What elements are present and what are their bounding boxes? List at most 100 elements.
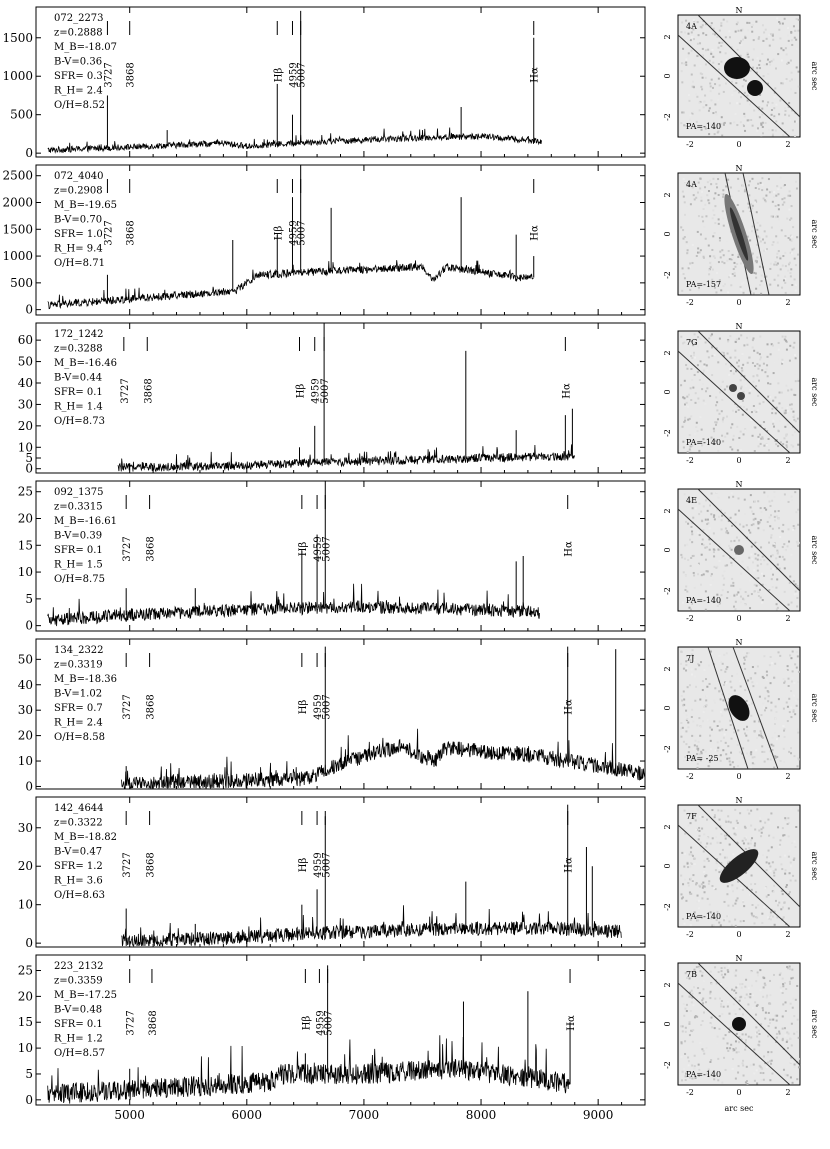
stamp-noise — [724, 710, 727, 713]
stamp-x-tick-label: 0 — [736, 456, 741, 465]
stamp-id-label: 7B — [686, 970, 697, 979]
stamp-noise — [690, 668, 693, 671]
stamp-noise — [720, 45, 723, 48]
stamp-noise — [713, 231, 716, 234]
stamp-y-tick-label: 0 — [663, 1021, 672, 1026]
stamp-noise — [767, 72, 770, 75]
line-marker-label: Hβ — [273, 226, 284, 241]
stamp-noise — [754, 272, 757, 275]
stamp-noise — [775, 1040, 778, 1043]
annotation-text: R_H= 1.2 — [54, 1034, 103, 1045]
stamp-x-tick-label: -2 — [686, 930, 694, 939]
stamp-noise — [790, 752, 793, 755]
stamp-noise — [776, 755, 779, 758]
stamp-noise — [729, 102, 732, 105]
stamp-noise — [754, 828, 757, 831]
stamp-noise — [790, 71, 793, 74]
stamp-noise — [742, 1059, 745, 1062]
stamp-noise — [789, 1038, 792, 1041]
line-marker-label: 5007 — [324, 1010, 335, 1035]
stamp-noise — [749, 506, 752, 509]
y-tick-label: 1000 — [2, 249, 33, 263]
slit-line — [697, 488, 801, 592]
stamp-noise — [680, 694, 683, 697]
annotation-text: z=0.3359 — [54, 976, 103, 987]
stamp-noise — [723, 966, 726, 969]
stamp-noise — [690, 415, 693, 418]
stamp-noise — [689, 114, 692, 117]
stamp-noise — [770, 567, 773, 570]
stamp-noise — [762, 401, 765, 404]
stamp-noise — [754, 426, 757, 429]
stamp-noise — [715, 982, 718, 985]
stamp-noise — [708, 527, 711, 530]
stamp-noise — [776, 17, 779, 20]
stamp-noise — [757, 445, 760, 448]
stamp-noise — [687, 495, 690, 498]
stamp-noise — [720, 869, 723, 872]
stamp-noise — [735, 1051, 738, 1054]
stamp-noise — [696, 55, 699, 58]
stamp-noise — [738, 436, 741, 439]
stamp-noise — [783, 412, 786, 415]
stamp-noise — [769, 1022, 772, 1025]
stamp-noise — [707, 109, 710, 112]
stamp-noise — [710, 99, 713, 102]
stamp-noise — [723, 683, 726, 686]
stamp-noise — [689, 983, 692, 986]
stamp-noise — [739, 685, 742, 688]
stamp-noise — [685, 1010, 688, 1013]
stamp-noise — [689, 352, 692, 355]
stamp-noise — [687, 559, 690, 562]
stamp-noise — [706, 570, 709, 573]
stamp-noise — [771, 915, 774, 918]
annotation-text: M_B=-18.07 — [54, 42, 117, 53]
stamp-noise — [714, 439, 717, 442]
line-marker-label: 3727 — [120, 378, 131, 403]
annotation-text: R_H= 1.5 — [54, 560, 103, 571]
stamp-noise — [720, 1000, 723, 1003]
stamp-noise — [783, 760, 786, 763]
stamp-noise — [722, 440, 725, 443]
stamp-noise — [760, 546, 763, 549]
stamp-noise — [730, 46, 733, 49]
stamp-noise — [694, 1015, 697, 1018]
line-marker-label: 4959 — [311, 378, 322, 403]
stamp-noise — [683, 201, 686, 204]
stamp-noise — [742, 210, 745, 213]
annotation-text: 223_2132 — [54, 961, 104, 972]
stamp-noise — [739, 405, 742, 408]
stamp-noise — [735, 82, 738, 85]
stamp-noise — [734, 113, 737, 116]
stamp-noise — [782, 678, 785, 681]
stamp-noise — [680, 1025, 683, 1028]
stamp-noise — [709, 734, 712, 737]
stamp-noise — [724, 670, 727, 673]
stamp-x-tick-label: 0 — [736, 298, 741, 307]
stamp-noise — [683, 557, 686, 560]
stamp-noise — [770, 343, 773, 346]
stamp-noise — [698, 513, 701, 516]
stamp-noise — [765, 63, 768, 66]
stamp-noise — [751, 58, 754, 61]
stamp-noise — [766, 690, 769, 693]
stamp-noise — [788, 114, 791, 117]
stamp-noise — [750, 839, 753, 842]
stamp-noise — [749, 389, 752, 392]
stamp-noise — [749, 579, 752, 582]
stamp-noise — [784, 869, 787, 872]
stamp-noise — [709, 255, 712, 258]
stamp-noise — [756, 228, 759, 231]
stamp-noise — [739, 262, 742, 265]
stamp-noise — [783, 727, 786, 730]
stamp-noise — [756, 1082, 759, 1085]
stamp-noise — [794, 699, 797, 702]
stamp-noise — [692, 815, 695, 818]
stamp-noise — [702, 32, 705, 35]
stamp-noise — [726, 856, 729, 859]
stamp-noise — [795, 511, 798, 514]
galaxy-blob — [719, 849, 759, 883]
stamp-noise — [751, 1007, 754, 1010]
stamp-noise — [680, 650, 683, 653]
